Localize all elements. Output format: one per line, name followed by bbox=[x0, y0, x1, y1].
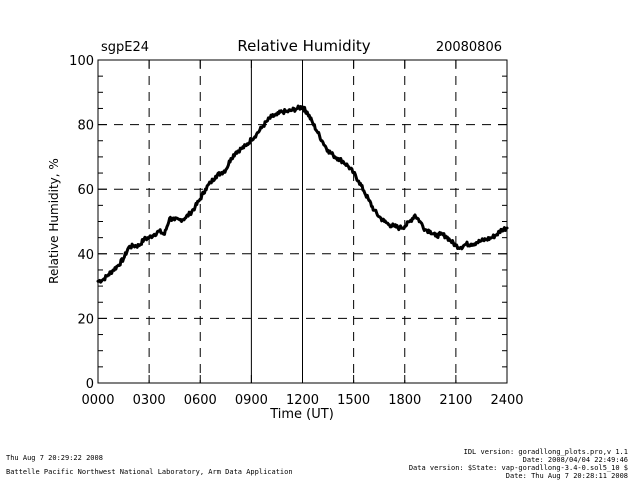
x-tick-label: 2100 bbox=[439, 393, 472, 408]
footer-right-line: Date: Thu Aug 7 20:28:11 2008 bbox=[505, 472, 628, 480]
y-tick-label: 80 bbox=[77, 119, 94, 134]
x-tick-label: 0900 bbox=[235, 393, 268, 408]
x-tick-label: 1500 bbox=[337, 393, 370, 408]
footer-right-line: Data version: $State: vap-goradllong-3.4… bbox=[408, 464, 628, 472]
x-tick-label: 2400 bbox=[490, 393, 523, 408]
x-tick-label: 0600 bbox=[184, 393, 217, 408]
x-tick-label: 0300 bbox=[133, 393, 166, 408]
x-tick-label: 0000 bbox=[81, 393, 114, 408]
y-tick-label: 60 bbox=[77, 183, 94, 198]
station-label: sgpE24 bbox=[101, 40, 149, 55]
grid-lines bbox=[98, 60, 507, 383]
plot-frame bbox=[97, 59, 508, 384]
x-tick-label: 1200 bbox=[286, 393, 319, 408]
y-tick-label: 100 bbox=[69, 54, 94, 69]
x-axis-label: Time (UT) bbox=[269, 407, 334, 422]
x-tick-label: 1800 bbox=[388, 393, 421, 408]
y-tick-label: 40 bbox=[77, 248, 94, 263]
date-label: 20080806 bbox=[436, 40, 502, 55]
y-tick-label: 20 bbox=[77, 312, 94, 327]
footer-right: IDL version: goradllong_plots.pro,v 1.1 … bbox=[409, 448, 628, 480]
y-tick-label: 0 bbox=[86, 377, 94, 392]
footer-left: Thu Aug 7 20:29:22 2008 Battelle Pacific… bbox=[6, 454, 293, 476]
footer-left-line: Battelle Pacific Northwest National Labo… bbox=[6, 468, 293, 476]
y-axis-label: Relative Humidity, % bbox=[47, 158, 61, 284]
series-line-relative-humidity bbox=[96, 104, 509, 284]
footer-right-line: Date: 2008/04/04 22:49:46 bbox=[522, 456, 628, 464]
footer-left-line: Thu Aug 7 20:29:22 2008 bbox=[6, 454, 103, 462]
footer-right-line: IDL version: goradllong_plots.pro,v 1.1 bbox=[463, 448, 628, 456]
chart-title: Relative Humidity bbox=[237, 37, 370, 55]
y-axis-ticks: 0 20 40 60 80 100 bbox=[69, 54, 94, 392]
x-axis-ticks: 0000 0300 0600 0900 1200 1500 1800 2100 2400 bbox=[81, 393, 523, 408]
